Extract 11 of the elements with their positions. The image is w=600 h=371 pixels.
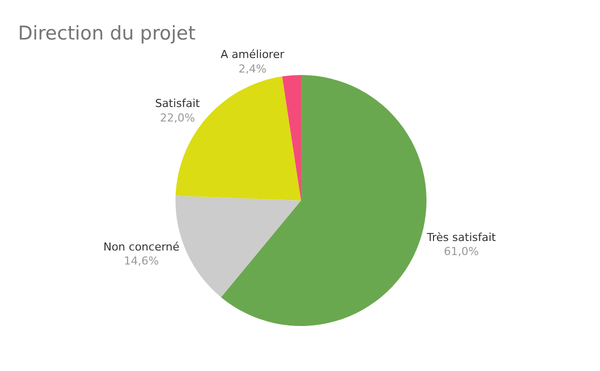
- data-label: 14,6%: [124, 254, 159, 268]
- pie-slice: [282, 75, 301, 200]
- data-label: 61,0%: [444, 245, 479, 258]
- slice-label: Satisfait: [155, 97, 201, 110]
- slice-label: Très satisfait: [426, 230, 497, 244]
- slice-label: Non concerné: [103, 240, 180, 254]
- chart-title: Direction du projet: [18, 22, 196, 44]
- data-label: 22,0%: [160, 112, 195, 125]
- slice-label: A améliorer: [220, 48, 285, 62]
- data-label: 2,4%: [238, 62, 266, 76]
- pie-slice: [221, 75, 426, 326]
